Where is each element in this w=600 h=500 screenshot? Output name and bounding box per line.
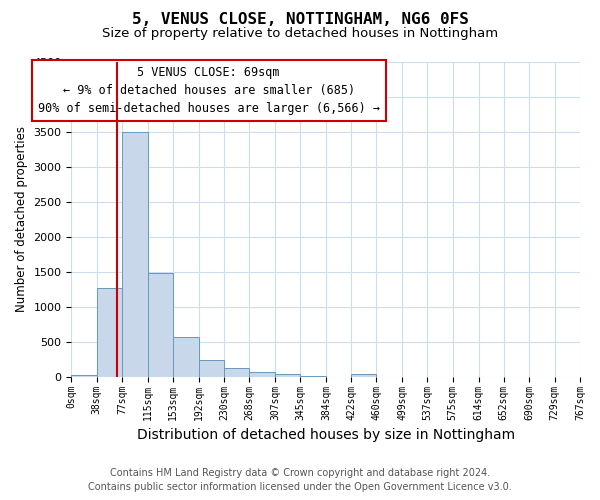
Text: 5 VENUS CLOSE: 69sqm
← 9% of detached houses are smaller (685)
90% of semi-detac: 5 VENUS CLOSE: 69sqm ← 9% of detached ho… <box>38 66 380 115</box>
Bar <box>122 132 148 378</box>
Bar <box>300 376 326 378</box>
Bar <box>173 338 199 378</box>
Y-axis label: Number of detached properties: Number of detached properties <box>15 126 28 312</box>
Bar <box>249 372 275 378</box>
Bar <box>376 376 402 378</box>
Text: Size of property relative to detached houses in Nottingham: Size of property relative to detached ho… <box>102 28 498 40</box>
Bar <box>199 360 224 378</box>
Bar <box>275 374 300 378</box>
X-axis label: Distribution of detached houses by size in Nottingham: Distribution of detached houses by size … <box>137 428 515 442</box>
Text: 5, VENUS CLOSE, NOTTINGHAM, NG6 0FS: 5, VENUS CLOSE, NOTTINGHAM, NG6 0FS <box>131 12 469 28</box>
Bar <box>351 374 376 378</box>
Bar <box>224 368 249 378</box>
Text: Contains HM Land Registry data © Crown copyright and database right 2024.
Contai: Contains HM Land Registry data © Crown c… <box>88 468 512 492</box>
Bar <box>97 288 122 378</box>
Bar <box>71 375 97 378</box>
Bar <box>326 376 351 378</box>
Bar <box>148 274 173 378</box>
